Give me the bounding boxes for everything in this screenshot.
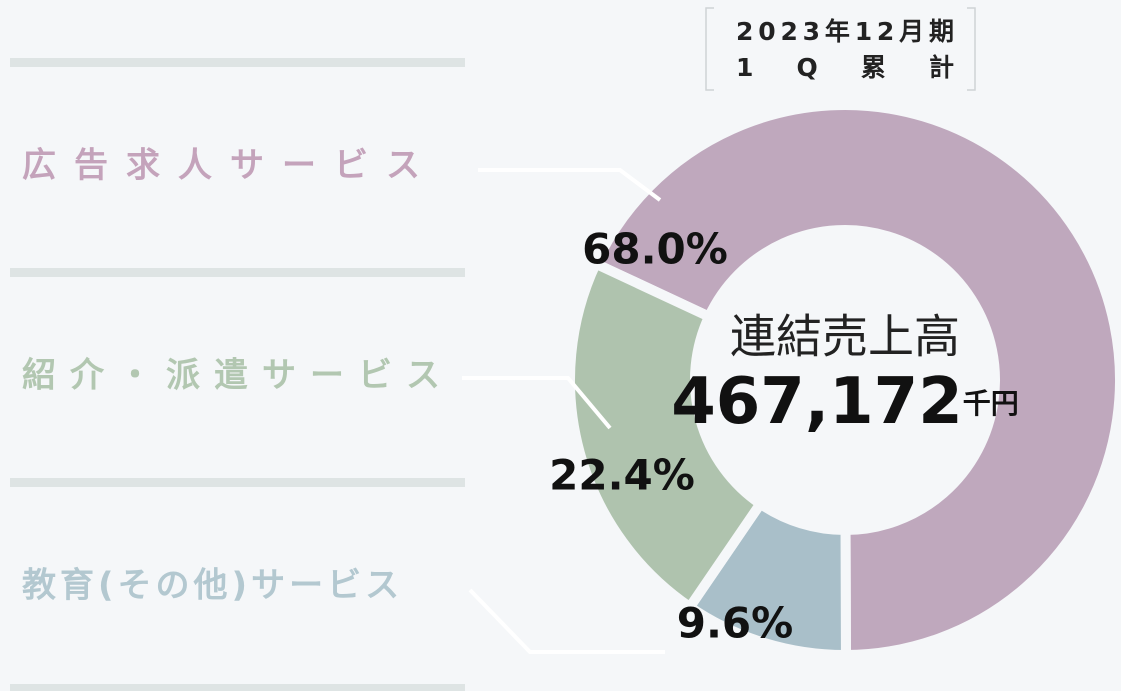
category-label: 教育(その他)サービス xyxy=(22,566,403,606)
divider xyxy=(10,58,465,67)
center-title: 連結売上高 xyxy=(730,310,960,364)
divider-group xyxy=(10,58,465,691)
period: 2023年12月期 xyxy=(736,17,954,46)
labels: 68.0% 広告求人サービス 9.6% 教育(その他)サービス 22.4% 紹介・派遣サー… xyxy=(22,146,793,648)
category-label: 紹介・派遣サービス xyxy=(22,356,454,396)
center-unit: 千円 xyxy=(963,387,1019,420)
category-label: 広告求人サービス xyxy=(22,146,438,186)
bracket-right xyxy=(967,7,976,91)
slices xyxy=(565,100,1121,661)
period-bracket xyxy=(705,7,976,91)
leaders xyxy=(462,168,665,654)
leader-line xyxy=(468,588,665,654)
slice xyxy=(589,100,1121,661)
center-value: 467,172 xyxy=(671,365,963,439)
value-label: 9.6% xyxy=(677,599,793,648)
center-total: 467,172千円 xyxy=(671,365,1019,439)
divider xyxy=(10,684,465,691)
divider xyxy=(10,478,465,487)
divider xyxy=(10,268,465,277)
value-label: 68.0% xyxy=(582,225,728,274)
value-label: 22.4% xyxy=(549,451,695,500)
leader-line xyxy=(478,168,662,202)
leader-line xyxy=(462,376,612,430)
slice xyxy=(565,257,768,614)
bracket-left xyxy=(705,7,714,91)
